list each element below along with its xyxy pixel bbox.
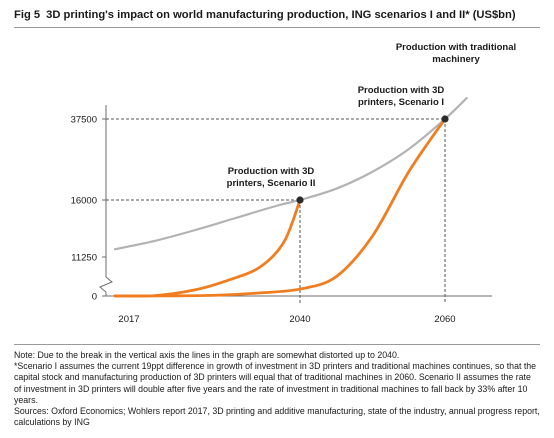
series-line-scenario-2	[113, 198, 302, 298]
y-axis-break	[99, 276, 113, 293]
annotation-traditional: Production with traditional machinery	[396, 42, 516, 65]
chart-markers	[296, 115, 449, 204]
chart-notes: Note: Due to the break in the vertical a…	[14, 344, 540, 428]
title-divider	[14, 27, 540, 28]
data-point-marker	[296, 196, 304, 204]
annotation-line: machinery	[432, 54, 480, 65]
x-tick-label: 2017	[118, 314, 139, 325]
note-sources: Sources: Oxford Economics; Wohlers repor…	[14, 406, 540, 428]
annotation-scenario-1: Production with 3D printers, Scenario I	[358, 85, 445, 108]
y-tick-label: 11250	[71, 253, 97, 264]
chart-guides	[106, 118, 446, 304]
line-chart: 0 11250 16000 37500 2017 2040 2060 Production …	[71, 42, 517, 325]
note-scenarios: *Scenario I assumes the current 19ppt di…	[14, 361, 537, 405]
annotation-line: Production with 3D	[228, 166, 315, 177]
data-point-marker	[441, 115, 449, 123]
annotation-line: Production with 3D	[358, 85, 445, 96]
y-tick-label: 37500	[71, 115, 97, 126]
y-tick-label: 0	[92, 292, 97, 303]
note-break: Note: Due to the break in the vertical a…	[14, 350, 400, 360]
chart-series	[113, 96, 468, 298]
chart-labels: Production with traditional machineryProd…	[227, 42, 517, 189]
chart-axes: 0 11250 16000 37500 2017 2040 2060	[71, 105, 492, 325]
figure-number: Fig 5	[14, 9, 41, 21]
x-tick-label: 2040	[289, 314, 310, 325]
figure-title-text: 3D printing's impact on world manufactur…	[46, 9, 516, 21]
annotation-line: Production with traditional	[396, 42, 516, 53]
x-tick-label: 2060	[434, 314, 455, 325]
series-line-scenario-1	[113, 117, 447, 298]
annotation-scenario-2: Production with 3D printers, Scenario II	[227, 166, 316, 189]
annotation-line: printers, Scenario II	[227, 178, 316, 189]
y-tick-label: 16000	[71, 196, 97, 207]
annotation-line: printers, Scenario I	[358, 97, 444, 108]
figure-title: Fig 5 3D printing's impact on world manuf…	[14, 9, 516, 21]
